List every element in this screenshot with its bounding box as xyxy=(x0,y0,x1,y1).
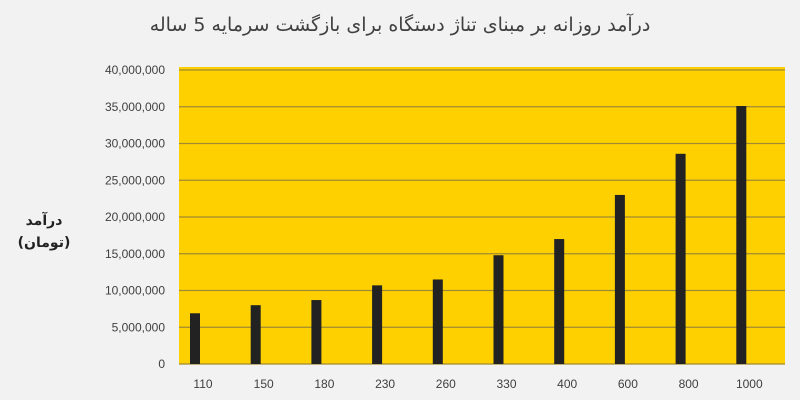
x-tick-label: 230 xyxy=(375,377,395,391)
x-tick-label: 800 xyxy=(679,377,699,391)
bar xyxy=(372,285,383,364)
y-tick-label: 25,000,000 xyxy=(105,173,165,187)
y-axis-label: درآمد (تومان) xyxy=(14,210,74,254)
x-tick-label: 1000 xyxy=(736,377,763,391)
bar xyxy=(190,313,200,364)
x-tick-label: 600 xyxy=(618,377,638,391)
bar xyxy=(554,239,565,364)
y-tick-label: 0 xyxy=(158,357,165,371)
bar xyxy=(675,153,686,364)
y-tick-label: 15,000,000 xyxy=(105,247,165,261)
bar xyxy=(493,255,504,364)
y-axis-label-line: (تومان) xyxy=(17,235,71,251)
x-tick-label: 400 xyxy=(557,377,577,391)
x-tick-label: 150 xyxy=(254,377,274,391)
chart-title: درآمد روزانه بر مبنای تناژ دستگاه برای ب… xyxy=(149,14,651,36)
plot-area xyxy=(179,67,785,364)
y-tick-label: 5,000,000 xyxy=(112,320,166,334)
bar xyxy=(736,106,747,364)
x-tick-label: 330 xyxy=(496,377,516,391)
y-tick-label: 35,000,000 xyxy=(105,100,165,114)
y-tick-label: 40,000,000 xyxy=(105,63,165,77)
x-tick-label: 260 xyxy=(436,377,456,391)
bar xyxy=(432,279,443,364)
x-tick-label: 110 xyxy=(193,377,212,391)
bar xyxy=(311,300,322,364)
y-tick-label: 10,000,000 xyxy=(105,284,165,298)
y-tick-label: 20,000,000 xyxy=(105,210,165,224)
bar xyxy=(614,194,625,364)
y-tick-label: 30,000,000 xyxy=(105,137,165,151)
y-axis-label-line: درآمد xyxy=(25,213,63,229)
bar xyxy=(250,305,261,364)
x-tick-label: 180 xyxy=(314,377,334,391)
